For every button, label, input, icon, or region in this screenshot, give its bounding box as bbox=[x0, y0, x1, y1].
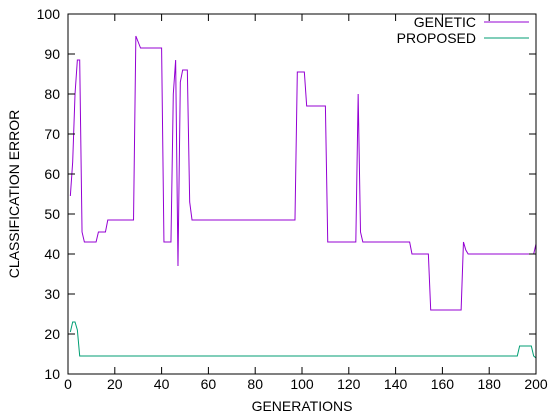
legend-label-proposed: PROPOSED bbox=[397, 30, 476, 46]
legend-label-genetic: GENETIC bbox=[414, 14, 476, 30]
plot-frame bbox=[67, 13, 537, 375]
y-tick-label: 100 bbox=[37, 6, 61, 22]
x-tick-label: 40 bbox=[154, 376, 170, 392]
y-tick-label: 60 bbox=[44, 166, 60, 182]
y-tick-label: 30 bbox=[44, 286, 60, 302]
x-tick-label: 100 bbox=[290, 376, 314, 392]
y-tick-label: 50 bbox=[44, 206, 60, 222]
legend-item-genetic: GENETIC bbox=[414, 14, 529, 30]
y-tick-label: 90 bbox=[44, 46, 60, 62]
legend: GENETIC PROPOSED bbox=[397, 14, 529, 46]
y-axis-label: CLASSIFICATION ERROR bbox=[6, 110, 22, 279]
x-axis-label: GENERATIONS bbox=[252, 398, 353, 414]
series-lines bbox=[69, 35, 537, 359]
x-tick-label: 200 bbox=[524, 376, 548, 392]
x-tick-label: 0 bbox=[64, 376, 72, 392]
axis-ticks bbox=[67, 13, 537, 375]
y-tick-label: 10 bbox=[44, 366, 60, 382]
x-tick-label: 160 bbox=[431, 376, 455, 392]
x-tick-label: 140 bbox=[384, 376, 408, 392]
y-tick-label: 70 bbox=[44, 126, 60, 142]
y-tick-labels: 10 20 30 40 50 60 70 80 90 100 bbox=[37, 6, 61, 382]
series-line-genetic bbox=[69, 35, 537, 311]
legend-item-proposed: PROPOSED bbox=[397, 30, 529, 46]
y-tick-label: 20 bbox=[44, 326, 60, 342]
series-line-proposed bbox=[69, 321, 537, 359]
x-tick-label: 20 bbox=[107, 376, 123, 392]
x-tick-label: 120 bbox=[337, 376, 361, 392]
x-tick-labels: 0 20 40 60 80 100 120 140 160 180 200 bbox=[64, 376, 548, 392]
y-tick-label: 40 bbox=[44, 246, 60, 262]
x-tick-label: 60 bbox=[201, 376, 217, 392]
x-tick-label: 80 bbox=[247, 376, 263, 392]
x-tick-label: 180 bbox=[478, 376, 502, 392]
y-tick-label: 80 bbox=[44, 86, 60, 102]
